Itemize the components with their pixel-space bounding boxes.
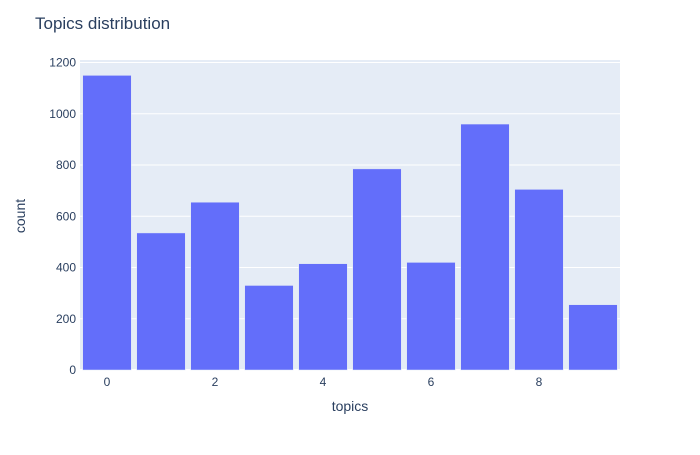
bar-topic-4[interactable]	[298, 263, 348, 371]
bar-topic-2[interactable]	[190, 201, 240, 371]
y-tick-label: 1000	[49, 107, 76, 121]
bars	[82, 75, 618, 371]
chart-title: Topics distribution	[35, 14, 170, 33]
x-tick-label: 8	[536, 375, 543, 389]
x-axis-ticks: 0 2 4 6 8	[104, 375, 543, 389]
x-tick-label: 0	[104, 375, 111, 389]
bar-topic-5[interactable]	[352, 168, 402, 371]
x-tick-label: 4	[320, 375, 327, 389]
y-axis-title: count	[12, 199, 28, 233]
bar-topic-6[interactable]	[406, 262, 456, 371]
y-axis-ticks: 0 200 400 600 800 1000 1200	[49, 56, 76, 377]
bar-topic-9[interactable]	[568, 304, 618, 371]
y-tick-label: 800	[56, 158, 76, 172]
y-tick-label: 200	[56, 312, 76, 326]
y-tick-label: 1200	[49, 56, 76, 70]
y-tick-label: 600	[56, 209, 76, 223]
bar-topic-8[interactable]	[514, 189, 564, 371]
y-tick-label: 0	[69, 363, 76, 377]
bar-topic-0[interactable]	[82, 75, 132, 371]
y-tick-label: 400	[56, 261, 76, 275]
x-axis-title: topics	[332, 398, 369, 414]
bar-topic-3[interactable]	[244, 285, 294, 371]
bar-topic-1[interactable]	[136, 232, 186, 371]
x-tick-label: 2	[212, 375, 219, 389]
x-tick-label: 6	[428, 375, 435, 389]
bar-topic-7[interactable]	[460, 123, 510, 371]
